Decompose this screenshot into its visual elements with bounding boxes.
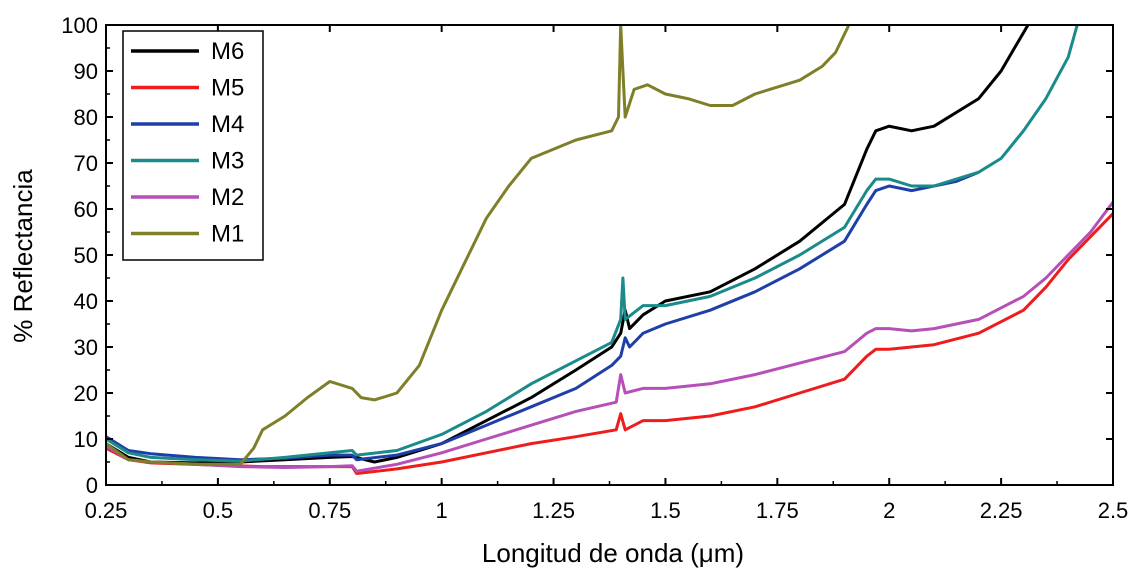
legend: M6 M5 M4 M3 M2 M1	[122, 30, 264, 261]
y-tick-label: 10	[74, 427, 98, 452]
y-tick-label: 0	[86, 473, 98, 498]
legend-label-m5: M5	[211, 75, 244, 102]
y-tick-label: 20	[74, 381, 98, 406]
x-tick-label: 1	[436, 498, 448, 523]
y-tick-label: 50	[74, 243, 98, 268]
y-axis-title: % Reflectancia	[8, 169, 38, 343]
x-tick-label: 0.5	[203, 498, 234, 523]
y-tick-label: 70	[74, 151, 98, 176]
legend-label-m6: M6	[211, 38, 244, 65]
x-axis-title: Longitud de onda (μm)	[482, 538, 744, 568]
series-line-m2	[106, 201, 1113, 473]
legend-label-m1: M1	[211, 221, 244, 248]
x-tick-label: 2.25	[980, 498, 1023, 523]
x-tick-label: 0.75	[308, 498, 351, 523]
y-tick-label: 40	[74, 289, 98, 314]
x-tick-label: 1.25	[532, 498, 575, 523]
x-tick-label: 1.75	[756, 498, 799, 523]
plot-lines	[106, 25, 1113, 475]
x-tick-label: 1.5	[650, 498, 681, 523]
y-tick-label: 60	[74, 197, 98, 222]
series-line-m3	[106, 25, 1079, 463]
x-tick-label: 2.5	[1098, 498, 1129, 523]
legend-label-m2: M2	[211, 184, 244, 211]
y-tick-label: 30	[74, 335, 98, 360]
axes: 0.25 0.5 0.75 1 1.25 1.5 1.75 2 2.25 2.5 0 10 20 30 40…	[61, 13, 1128, 523]
legend-label-m4: M4	[211, 111, 244, 138]
y-tick-label: 100	[61, 13, 98, 38]
x-tick-label: 2	[883, 498, 895, 523]
legend-box	[122, 30, 264, 261]
legend-label-m3: M3	[211, 148, 244, 175]
x-tick-label: 0.25	[85, 498, 128, 523]
y-tick-label: 80	[74, 105, 98, 130]
y-tick-label: 90	[74, 59, 98, 84]
series-line-m1	[106, 25, 851, 466]
